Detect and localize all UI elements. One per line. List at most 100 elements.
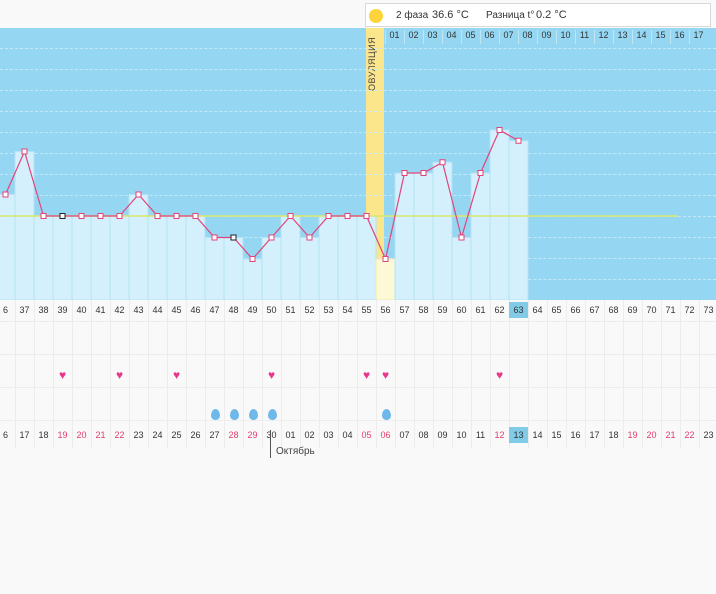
temperature-point[interactable] [21, 148, 28, 155]
cycle-day-label[interactable]: 51 [285, 305, 296, 315]
cycle-day-label[interactable]: 49 [247, 305, 258, 315]
drop-icon[interactable] [248, 409, 258, 420]
gridline[interactable] [0, 48, 716, 49]
grid-column[interactable] [319, 300, 320, 448]
calendar-day-label[interactable]: 19 [627, 430, 638, 440]
grid-column[interactable] [585, 300, 586, 448]
calendar-day-label[interactable]: 04 [342, 430, 353, 440]
cycle-day-label[interactable]: 41 [95, 305, 106, 315]
calendar-day-label[interactable]: 07 [399, 430, 410, 440]
temperature-point[interactable] [173, 213, 180, 219]
temperature-point[interactable] [97, 213, 104, 219]
gridline[interactable] [0, 153, 716, 154]
cycle-day-label[interactable]: 65 [551, 305, 562, 315]
temperature-point[interactable] [401, 170, 408, 176]
cycle-day-label[interactable]: 58 [418, 305, 429, 315]
calendar-day-label[interactable]: 02 [304, 430, 315, 440]
top-day-label[interactable]: 06 [484, 30, 495, 40]
calendar-day-label[interactable]: 15 [551, 430, 562, 440]
grid-column[interactable] [433, 300, 434, 448]
temperature-point[interactable] [515, 137, 522, 144]
temperature-point[interactable] [135, 191, 142, 198]
top-day-separator[interactable] [556, 30, 557, 44]
temperature-point[interactable] [59, 213, 66, 219]
top-day-separator[interactable] [404, 30, 405, 44]
heart-icon[interactable]: ♥ [362, 368, 371, 382]
top-day-separator[interactable] [651, 30, 652, 44]
top-day-label[interactable]: 17 [693, 30, 704, 40]
top-day-separator[interactable] [575, 30, 576, 44]
top-day-separator[interactable] [480, 30, 481, 44]
temperature-point[interactable] [439, 159, 446, 166]
drop-icon[interactable] [210, 409, 220, 420]
grid-column[interactable] [414, 300, 415, 448]
row-separator[interactable] [0, 354, 716, 355]
top-day-label[interactable]: 05 [465, 30, 476, 40]
grid-column[interactable] [566, 300, 567, 448]
temperature-point[interactable] [458, 234, 465, 241]
top-day-separator[interactable] [594, 30, 595, 44]
cycle-day-label[interactable]: 38 [38, 305, 49, 315]
calendar-day-label[interactable]: 18 [608, 430, 619, 440]
cycle-day-label[interactable]: 50 [266, 305, 277, 315]
temperature-point[interactable] [154, 213, 161, 219]
calendar-day-label[interactable]: 20 [646, 430, 657, 440]
heart-icon[interactable]: ♥ [58, 368, 67, 382]
cycle-day-label[interactable]: 57 [399, 305, 410, 315]
grid-column[interactable] [547, 300, 548, 448]
calendar-day-label[interactable]: 12 [494, 430, 505, 440]
calendar-day-label[interactable]: 01 [285, 430, 296, 440]
top-day-label[interactable]: 13 [617, 30, 628, 40]
calendar-day-label[interactable]: 14 [532, 430, 543, 440]
cycle-day-label[interactable]: 55 [361, 305, 372, 315]
cycle-day-label[interactable]: 40 [76, 305, 87, 315]
cycle-day-label[interactable]: 73 [703, 305, 714, 315]
cycle-day-label[interactable]: 68 [608, 305, 619, 315]
top-day-separator[interactable] [537, 30, 538, 44]
temperature-point[interactable] [420, 170, 427, 176]
top-day-separator[interactable] [518, 30, 519, 44]
top-day-label[interactable]: 15 [655, 30, 666, 40]
cycle-day-label[interactable]: 45 [171, 305, 182, 315]
drop-icon[interactable] [267, 409, 277, 420]
heart-icon[interactable]: ♥ [381, 368, 390, 382]
top-day-label[interactable]: 02 [408, 30, 419, 40]
heart-icon[interactable]: ♥ [495, 368, 504, 382]
gridline[interactable] [0, 111, 716, 112]
cycle-day-label[interactable]: 64 [532, 305, 543, 315]
grid-column[interactable] [395, 300, 396, 448]
temperature-point[interactable] [249, 256, 256, 262]
calendar-day-label[interactable]: 22 [114, 430, 125, 440]
cycle-day-label[interactable]: 44 [152, 305, 163, 315]
cycle-day-label[interactable]: 39 [57, 305, 68, 315]
cycle-day-label[interactable]: 6 [2, 305, 8, 315]
drop-icon[interactable] [229, 409, 239, 420]
calendar-day-label[interactable]: 21 [95, 430, 106, 440]
top-day-separator[interactable] [499, 30, 500, 44]
top-day-separator[interactable] [632, 30, 633, 44]
top-day-separator[interactable] [442, 30, 443, 44]
gridline[interactable] [0, 69, 716, 70]
cycle-day-label[interactable]: 37 [19, 305, 30, 315]
calendar-day-label[interactable]: 05 [361, 430, 372, 440]
gridline[interactable] [0, 90, 716, 91]
cycle-day-label[interactable]: 67 [589, 305, 600, 315]
temperature-point[interactable] [496, 127, 503, 133]
calendar-day-label[interactable]: 10 [456, 430, 467, 440]
calendar-day-label[interactable]: 11 [475, 430, 486, 440]
grid-column[interactable] [91, 300, 92, 448]
temperature-point[interactable] [211, 234, 218, 241]
temperature-point[interactable] [116, 213, 123, 219]
grid-column[interactable] [34, 300, 35, 448]
calendar-day-label[interactable]: 25 [171, 430, 182, 440]
grid-column[interactable] [357, 300, 358, 448]
top-day-label[interactable]: 04 [446, 30, 457, 40]
cycle-day-label[interactable]: 43 [133, 305, 144, 315]
grid-column[interactable] [490, 300, 491, 448]
grid-column[interactable] [53, 300, 54, 448]
grid-column[interactable] [604, 300, 605, 448]
temperature-point[interactable] [192, 213, 199, 219]
cycle-day-label[interactable]: 59 [437, 305, 448, 315]
top-day-label[interactable]: 12 [598, 30, 609, 40]
temperature-point[interactable] [306, 234, 313, 241]
